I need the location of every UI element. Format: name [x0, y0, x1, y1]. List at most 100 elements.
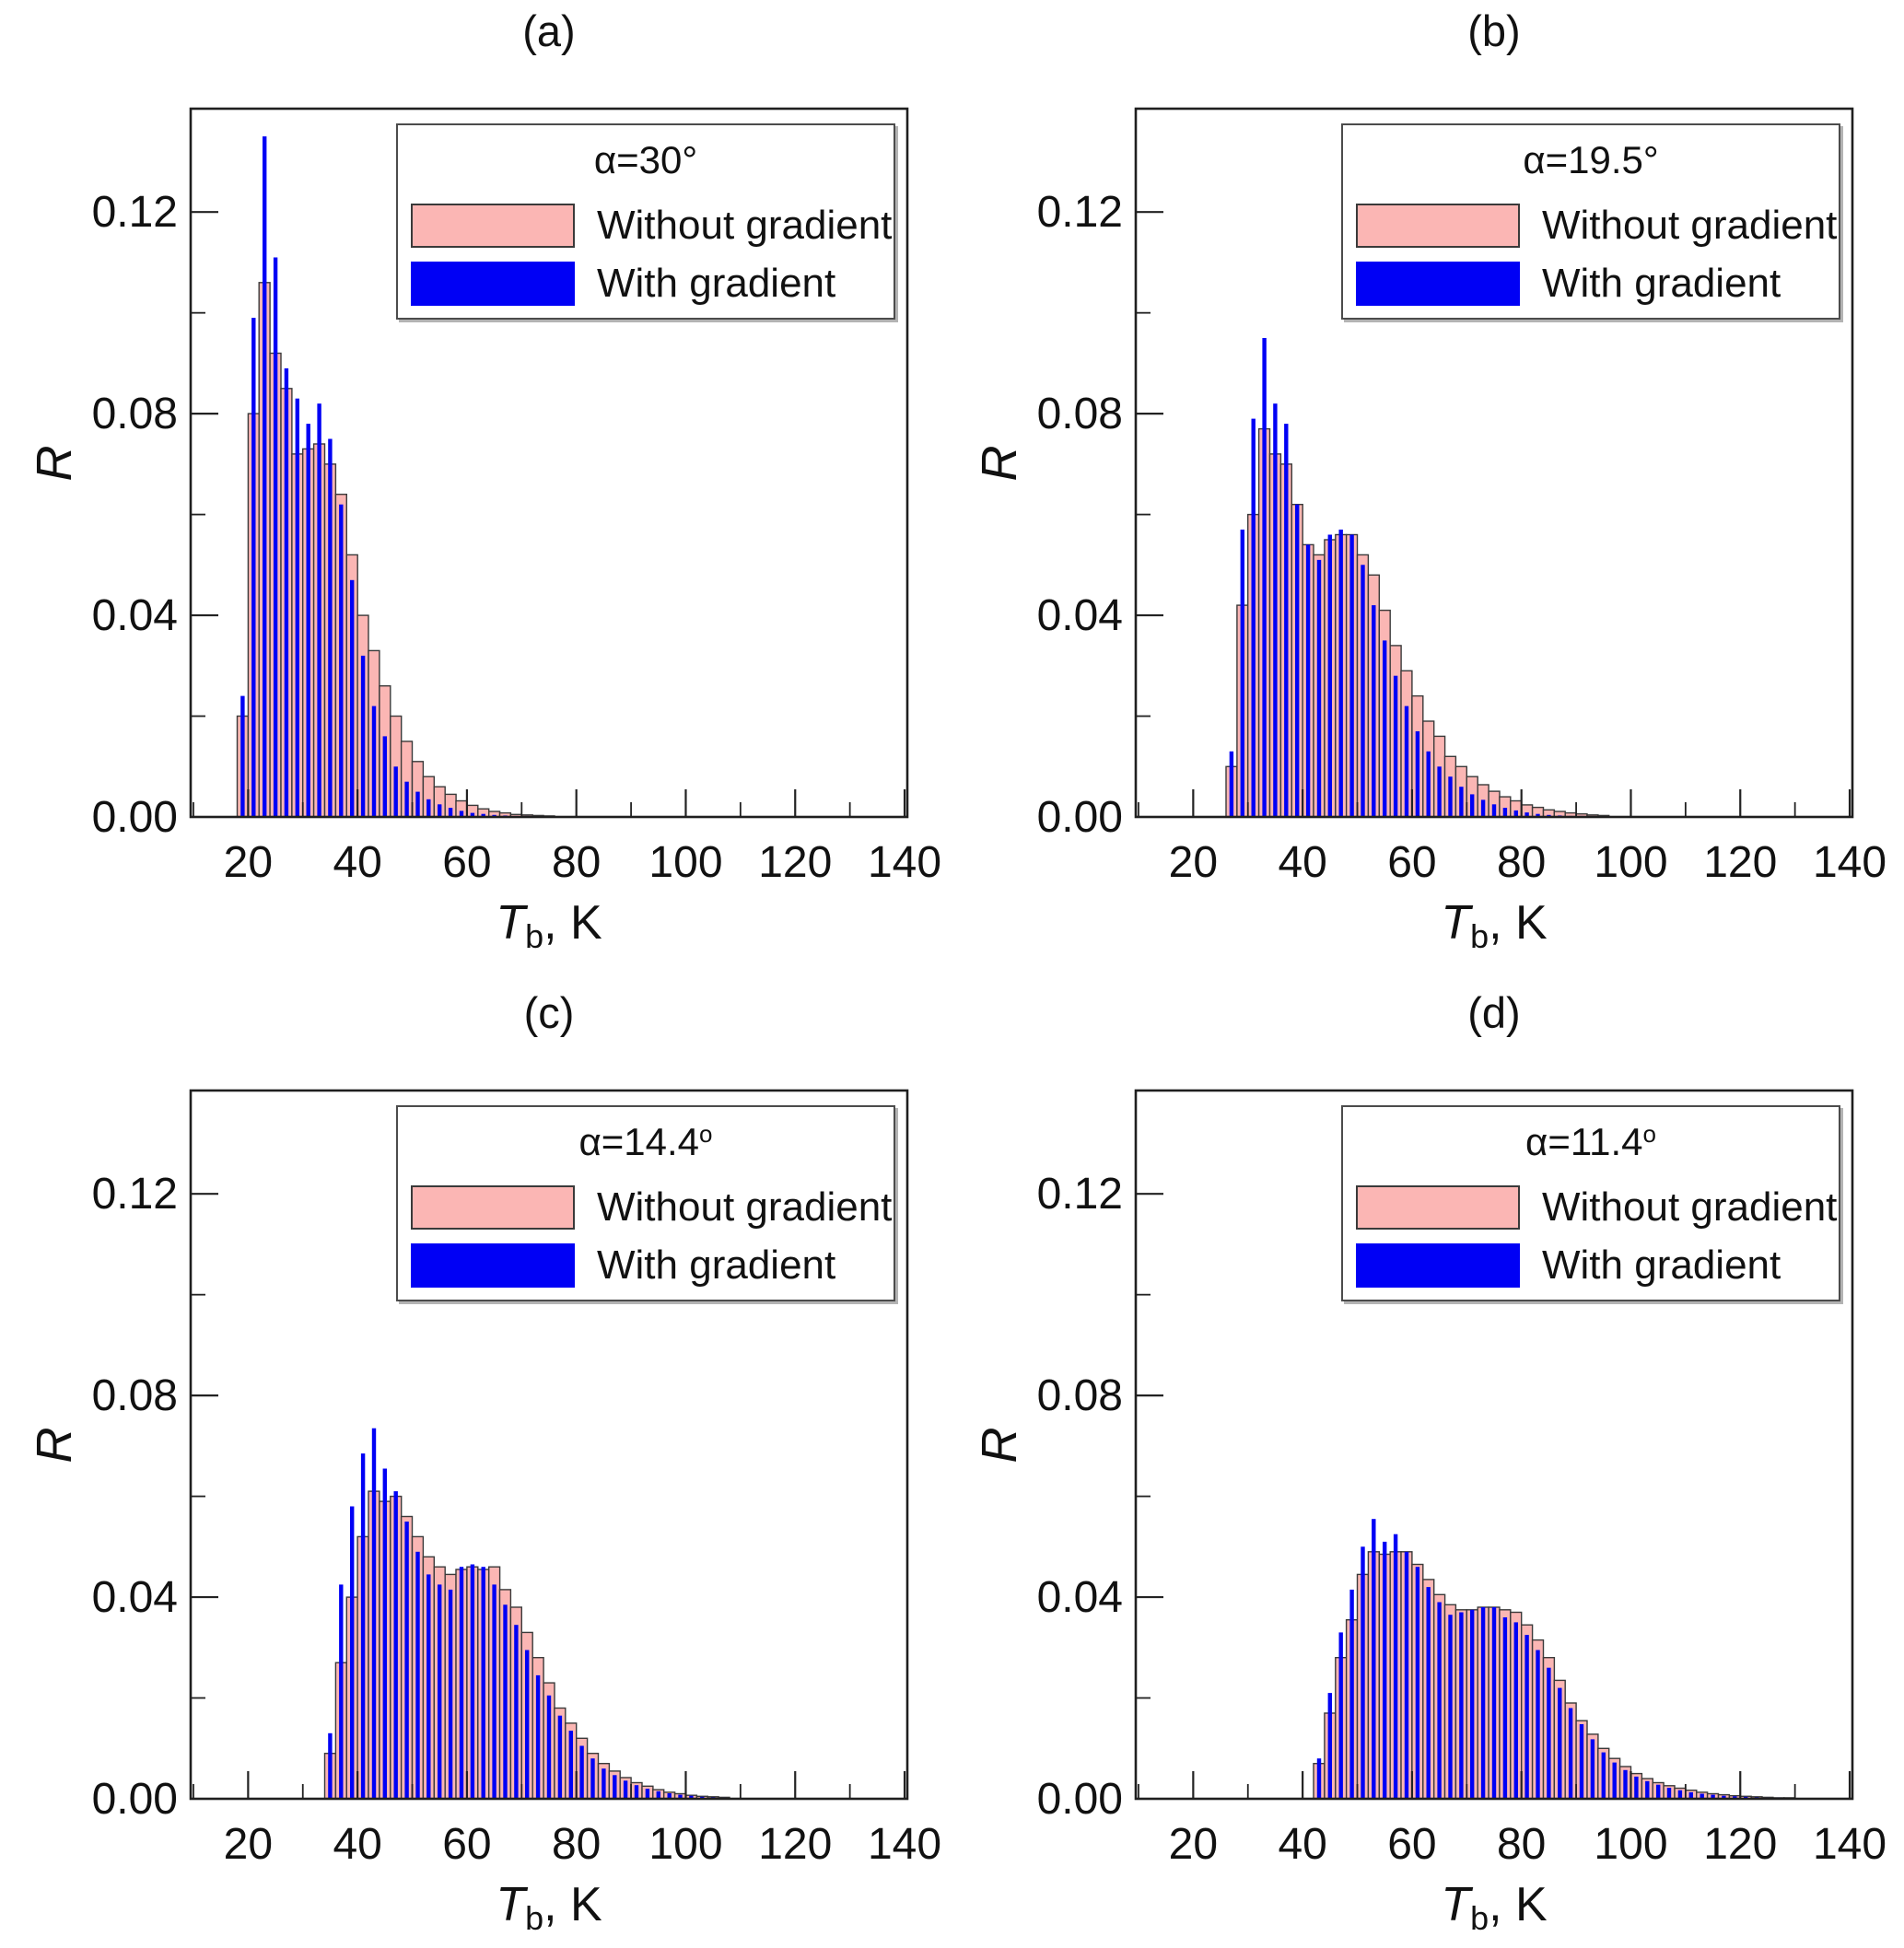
bar-with-gradient [1426, 1587, 1431, 1799]
x-axis-symbol: T [496, 1878, 526, 1931]
bar-with-gradient [1711, 1794, 1715, 1799]
bar-with-gradient [1536, 813, 1540, 817]
x-axis-title-b: Tb, K [1136, 895, 1852, 956]
legend-swatch-without-gradient [1356, 1185, 1520, 1230]
y-tick-label: 0.04 [1037, 1573, 1123, 1622]
y-axis-title-text: R [27, 1427, 82, 1464]
bar-with-gradient [1688, 1791, 1693, 1799]
legend-swatch-with-gradient [411, 1243, 575, 1288]
y-tick-label: 0.12 [1037, 1170, 1123, 1219]
bar-with-gradient [393, 1491, 398, 1799]
bar-with-gradient [1459, 1612, 1464, 1799]
bar-with-gradient [1327, 1693, 1332, 1799]
legend-d: α=11.4o Without gradient With gradient [1341, 1105, 1840, 1301]
x-axis-suffix: , K [543, 896, 602, 950]
bar-with-gradient [1437, 766, 1442, 817]
y-tick-label: 0.00 [1037, 1775, 1123, 1824]
y-axis-title-d: R [971, 1394, 1035, 1496]
bar-with-gradient [1251, 418, 1256, 817]
bar-with-gradient [634, 1785, 639, 1799]
x-tick-label: 20 [1169, 838, 1218, 887]
y-axis-title-b: R [971, 413, 1035, 514]
x-tick-label: 80 [1497, 838, 1546, 887]
y-axis-title-c: R [26, 1394, 90, 1496]
bar-with-gradient [360, 1453, 366, 1799]
bar-with-gradient [1383, 640, 1387, 817]
y-tick-label: 0.08 [92, 390, 178, 438]
x-tick-label: 100 [1594, 838, 1667, 887]
legend-alpha-text: α=30° [593, 138, 698, 181]
bar-with-gradient [328, 438, 333, 817]
bar-with-gradient [1361, 565, 1365, 817]
x-tick-label: 20 [224, 1820, 273, 1869]
panel-c: 20 40 60 80 100 120 140 0.00 0.04 0.08 0.12 (c) R … [0, 982, 959, 1948]
legend-degree-sup: o [1642, 1120, 1656, 1148]
bar-with-gradient [1513, 810, 1518, 817]
bar-with-gradient [1404, 706, 1409, 817]
y-tick-label: 0.08 [1037, 390, 1123, 438]
bar-with-gradient [1480, 1607, 1486, 1799]
x-tick-label: 100 [648, 838, 722, 887]
bar-with-gradient [1700, 1793, 1704, 1799]
legend-title-b: α=19.5° [1343, 138, 1839, 182]
plot-frame [189, 1089, 909, 1801]
x-tick-label: 140 [868, 1820, 941, 1869]
y-axis-title-a: R [26, 413, 90, 514]
bar-with-gradient [1240, 530, 1244, 817]
bar-with-gradient [481, 1567, 485, 1799]
bar-with-gradient [1316, 1758, 1322, 1799]
bar-with-gradient [339, 504, 344, 817]
y-tick-label: 0.00 [1037, 793, 1123, 842]
panel-title-b: (b) [1467, 6, 1521, 55]
legend-c: α=14.4o Without gradient With gradient [396, 1105, 895, 1301]
legend-label-with-gradient: With gradient [1542, 1242, 1781, 1288]
legend-a: α=30° Without gradient With gradient [396, 123, 895, 320]
x-tick-label: 20 [224, 838, 273, 887]
x-axis-subscript: b [1470, 1899, 1489, 1937]
bar-with-gradient [1524, 1635, 1529, 1799]
bar-with-gradient [1316, 559, 1322, 817]
bar-with-gradient [470, 1564, 475, 1799]
plot-frame [1134, 107, 1854, 819]
bar-with-gradient [448, 808, 453, 817]
x-tick-label: 40 [1278, 1820, 1326, 1869]
y-tick-label: 0.12 [92, 188, 178, 237]
bar-with-gradient [1579, 1724, 1584, 1799]
bar-with-gradient [557, 1715, 563, 1799]
x-axis-symbol: T [1441, 1878, 1471, 1931]
legend-swatch-with-gradient [411, 262, 575, 306]
bar-with-gradient [426, 1574, 431, 1799]
legend-swatch-without-gradient [411, 1185, 575, 1230]
bar-with-gradient [1393, 1534, 1398, 1799]
x-tick-label: 80 [552, 838, 601, 887]
bar-with-gradient [1480, 799, 1486, 817]
bar-with-gradient [240, 695, 245, 817]
bar-with-gradient [481, 813, 485, 817]
bar-with-gradient [438, 1584, 442, 1799]
bar-with-gradient [1459, 787, 1464, 817]
histogram-plot-d: 20 40 60 80 100 120 140 0.00 0.04 0.08 0.12 [1037, 1089, 1886, 1869]
bar-with-gradient [415, 1551, 420, 1799]
panel-title-c: (c) [523, 988, 575, 1037]
bar-with-gradient [492, 1584, 496, 1799]
histogram-plot-c: 20 40 60 80 100 120 140 0.00 0.04 0.08 0.12 [92, 1089, 941, 1869]
x-axis-suffix: , K [1489, 896, 1548, 950]
bar-with-gradient [263, 136, 267, 818]
x-tick-label: 140 [868, 838, 941, 887]
bar-with-gradient [339, 1584, 344, 1799]
bar-with-gradient [1634, 1776, 1639, 1799]
bar-with-gradient [1349, 534, 1354, 817]
bar-with-gradient [1590, 1739, 1595, 1799]
bar-with-gradient [350, 579, 355, 817]
x-axis-subscript: b [525, 917, 544, 955]
bar-with-gradient [1338, 1632, 1343, 1799]
bar-with-gradient [568, 1731, 573, 1799]
panel-title-d: (d) [1467, 988, 1521, 1037]
bar-with-gradient [590, 1758, 595, 1799]
bar-with-gradient [404, 781, 409, 817]
y-tick-label: 0.00 [92, 1775, 178, 1824]
bar-with-gradient [514, 1625, 519, 1799]
x-tick-label: 40 [333, 838, 381, 887]
bar-with-gradient [273, 257, 278, 817]
x-tick-label: 120 [1703, 1820, 1777, 1869]
